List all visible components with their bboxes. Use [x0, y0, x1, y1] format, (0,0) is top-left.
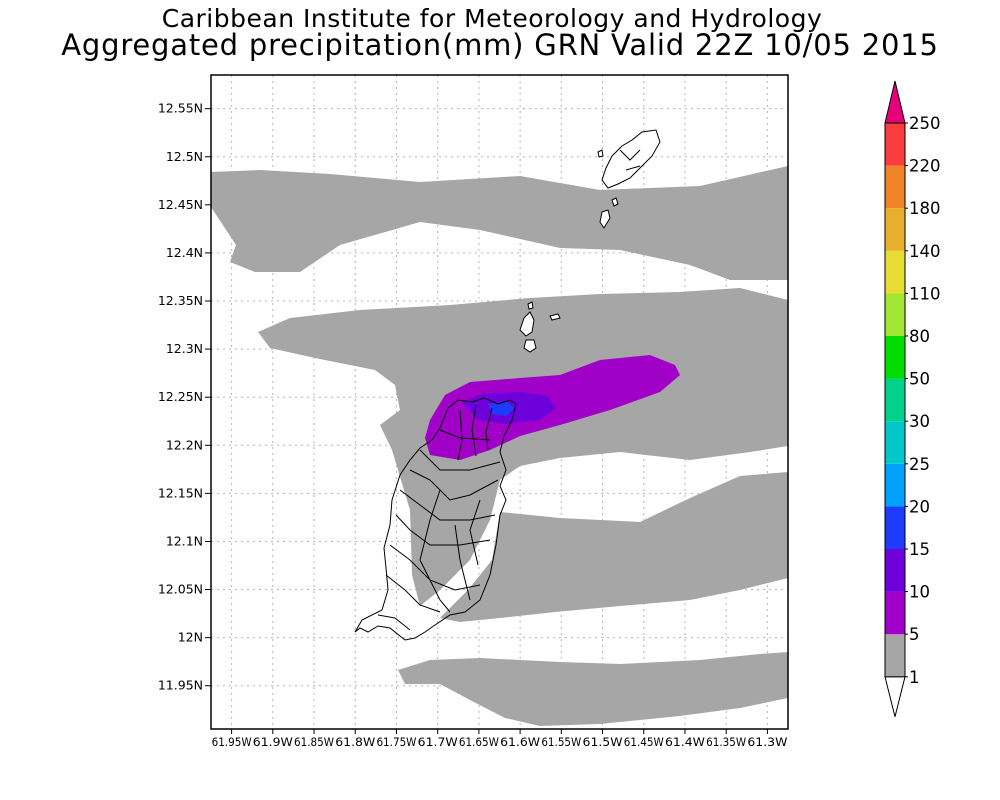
colorbar-label: 110	[909, 284, 941, 303]
lat-tick-label: 12.15N	[158, 485, 203, 500]
colorbar-swatch	[885, 463, 905, 507]
colorbar-swatch	[885, 378, 905, 422]
lon-tick-label: 61.7W	[418, 735, 458, 749]
lat-tick-label: 12.55N	[158, 101, 203, 116]
colorbar-swatch	[885, 549, 905, 592]
colorbar-swatch	[885, 634, 905, 677]
longitude-axis: 61.95W 61.9W 61.85W 61.8W 61.75W 61.7W 61.65W 6…	[212, 729, 787, 749]
colorbar-swatch	[885, 591, 905, 635]
colorbar-swatch	[885, 250, 905, 294]
lon-tick-label: 61.55W	[541, 735, 581, 749]
lon-tick-label: 61.35W	[706, 735, 746, 749]
colorbar-label: 20	[909, 497, 930, 516]
lon-tick-label: 61.45W	[624, 735, 664, 749]
plot-frame	[210, 74, 789, 730]
colorbar-over-arrow	[884, 80, 906, 124]
colorbar-swatch	[885, 506, 905, 549]
lon-tick-label: 61.6W	[500, 735, 540, 749]
lat-tick-label: 11.95N	[158, 678, 203, 693]
colorbar-under-arrow	[884, 676, 906, 717]
lat-tick-label: 12.45N	[158, 197, 203, 212]
lon-tick-label: 61.3W	[747, 735, 787, 749]
grenada-island	[354, 397, 517, 641]
colorbar-label: 250	[909, 114, 941, 133]
lat-tick-label: 12.3N	[166, 341, 203, 356]
colorbar-label: 15	[909, 540, 930, 559]
lat-tick-label: 12.4N	[166, 245, 203, 260]
colorbar-label: 10	[909, 583, 930, 602]
precip-band-1-5mm	[440, 472, 788, 622]
precip-band-1-5mm	[398, 652, 788, 726]
colorbar-label: 140	[909, 242, 941, 261]
precip-band-15-20mm	[488, 401, 515, 416]
colorbar-swatch	[885, 421, 905, 464]
colorbar-swatch	[885, 165, 905, 209]
colorbar-swatch	[885, 123, 905, 166]
lon-tick-label: 61.75W	[376, 735, 416, 749]
colorbar-label: 5	[909, 625, 920, 644]
lat-tick-label: 12.2N	[166, 437, 203, 452]
colorbar-label: 25	[909, 455, 930, 474]
lat-tick-label: 12N	[178, 630, 203, 645]
lon-tick-label: 61.8W	[335, 735, 375, 749]
carriacou-islands	[519, 129, 661, 353]
colorbar-swatch	[885, 336, 905, 379]
lon-tick-label: 61.4W	[665, 735, 705, 749]
colorbar-label: 220	[909, 157, 941, 176]
colorbar-label: 30	[909, 412, 930, 431]
colorbar-label: 80	[909, 327, 930, 346]
lon-tick-label: 61.95W	[212, 735, 252, 749]
lat-tick-label: 12.25N	[158, 389, 203, 404]
colorbar-swatch	[885, 208, 905, 251]
colorbar-label: 1	[909, 668, 920, 687]
colorbar-swatch	[885, 293, 905, 336]
lat-tick-label: 12.05N	[158, 582, 203, 597]
precip-band-1-5mm	[211, 166, 788, 280]
lat-tick-label: 12.5N	[166, 149, 203, 164]
lat-tick-label: 12.35N	[158, 293, 203, 308]
lon-tick-label: 61.9W	[253, 735, 293, 749]
precip-field	[211, 166, 788, 726]
product-title: Aggregated precipitation(mm) GRN Valid 2…	[61, 28, 939, 62]
colorbar-label: 180	[909, 199, 941, 218]
lat-tick-label: 12.1N	[166, 533, 203, 548]
colorbar-label: 50	[909, 370, 930, 389]
latitude-axis: 12.55N 12.5N 12.45N 12.4N 12.35N 12.3N 12.25N 1…	[158, 101, 211, 693]
lon-tick-label: 61.65W	[459, 735, 499, 749]
lon-tick-label: 61.5W	[583, 735, 623, 749]
institute-title: Caribbean Institute for Meteorology and …	[161, 4, 823, 33]
lon-tick-label: 61.85W	[294, 735, 334, 749]
